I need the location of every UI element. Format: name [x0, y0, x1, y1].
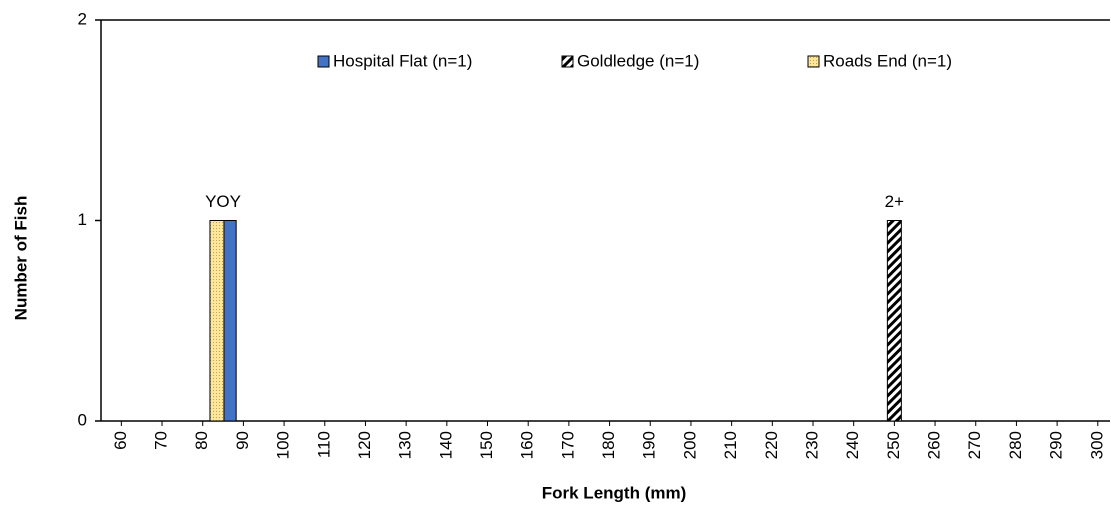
x-tick-label: 280	[1006, 431, 1025, 459]
annotation: YOY	[205, 192, 241, 211]
x-tick-label: 60	[111, 431, 130, 450]
x-tick-label: 100	[274, 431, 293, 459]
x-tick-label: 90	[233, 431, 252, 450]
y-tick-label: 1	[78, 210, 87, 229]
bar	[209, 220, 225, 422]
x-tick-label: 250	[884, 431, 903, 459]
x-tick-label: 120	[355, 431, 374, 459]
legend-swatch	[807, 55, 820, 68]
x-tick-label: 270	[965, 431, 984, 459]
x-tick-label: 210	[721, 431, 740, 459]
x-tick-label: 230	[802, 431, 821, 459]
x-tick-label: 220	[762, 431, 781, 459]
x-tick-label: 290	[1047, 431, 1066, 459]
legend-label: Hospital Flat (n=1)	[333, 51, 472, 70]
x-tick-label: 80	[192, 431, 211, 450]
x-axis-title: Fork Length (mm)	[542, 483, 687, 502]
annotation: 2+	[885, 192, 904, 211]
legend-swatch	[561, 55, 574, 68]
x-tick-label: 140	[436, 431, 455, 459]
x-tick-label: 240	[843, 431, 862, 459]
bar	[886, 220, 902, 422]
x-tick-label: 200	[680, 431, 699, 459]
x-tick-label: 180	[599, 431, 618, 459]
x-tick-label: 300	[1087, 431, 1106, 459]
y-tick-label: 0	[78, 410, 87, 429]
legend-label: Goldledge (n=1)	[577, 51, 699, 70]
x-tick-label: 160	[518, 431, 537, 459]
x-tick-label: 130	[396, 431, 415, 459]
x-tick-label: 110	[314, 431, 333, 458]
y-axis-title: Number of Fish	[11, 196, 30, 321]
x-tick-label: 260	[925, 431, 944, 459]
x-tick-label: 150	[477, 431, 496, 459]
x-tick-label: 70	[152, 431, 171, 450]
legend-label: Roads End (n=1)	[823, 51, 952, 70]
x-tick-label: 190	[640, 431, 659, 459]
legend-swatch	[317, 55, 330, 68]
y-tick-label: 2	[78, 9, 87, 28]
x-tick-label: 170	[558, 431, 577, 459]
